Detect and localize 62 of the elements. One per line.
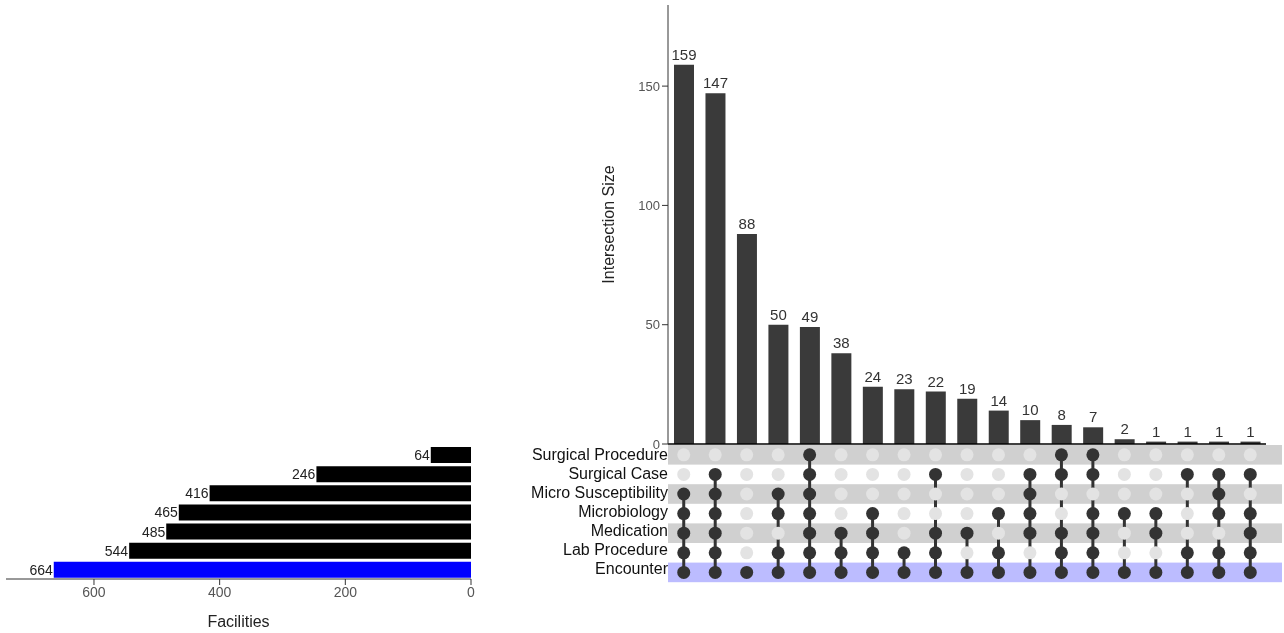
bar	[316, 466, 471, 483]
bar	[430, 447, 471, 463]
bar	[988, 410, 1009, 444]
y-tick-label: Lab Procedure	[563, 541, 669, 559]
data-label: 23	[895, 370, 913, 388]
y-tick-label: Medication	[590, 522, 668, 540]
bar	[862, 386, 883, 444]
data-label: 246	[292, 466, 316, 483]
x-tick-label: 0	[467, 583, 476, 600]
y-tick-label: Surgical Case	[568, 464, 669, 482]
bar	[957, 398, 978, 444]
x-tick-label: 600	[82, 583, 106, 600]
bar	[674, 64, 694, 444]
bar	[129, 542, 471, 559]
bar	[1051, 424, 1072, 444]
data-label: 19	[958, 379, 976, 397]
bar	[894, 389, 915, 444]
y-tick-label: Microbiology	[578, 503, 668, 520]
y-tick-label: 100	[638, 198, 660, 214]
data-label: 10	[1021, 401, 1039, 419]
data-label: 49	[801, 308, 819, 326]
bar	[768, 324, 789, 444]
bar	[178, 504, 471, 521]
data-label: 416	[185, 485, 209, 502]
data-label: 1	[1183, 422, 1192, 440]
data-label: 50	[770, 305, 787, 323]
data-label: 1	[1246, 422, 1255, 440]
bar	[209, 485, 471, 502]
data-label: 465	[154, 504, 179, 521]
data-label: 14	[990, 391, 1008, 409]
bar	[1083, 427, 1104, 444]
data-label: 664	[29, 561, 53, 578]
bar	[831, 353, 852, 444]
data-label: 7	[1088, 408, 1098, 426]
data-label: 485	[141, 523, 166, 540]
x-tick-label: 400	[207, 583, 232, 600]
bar	[166, 523, 471, 540]
data-label: 2	[1120, 420, 1129, 438]
bar	[925, 391, 946, 444]
data-label: 24	[864, 367, 882, 385]
bar	[799, 327, 820, 444]
x-tick-label: 200	[333, 583, 358, 600]
data-label: 147	[702, 74, 728, 92]
y-tick-label: Micro Susceptibility	[531, 483, 668, 501]
data-label: 1	[1151, 422, 1161, 440]
x-axis-title: Facilities	[207, 613, 270, 630]
data-label: 159	[671, 45, 697, 63]
data-label: 8	[1057, 405, 1066, 423]
y-tick-label: Encounter	[595, 560, 669, 578]
data-label: 544	[104, 542, 129, 559]
data-label: 22	[927, 372, 945, 390]
y-tick-label: 150	[638, 78, 660, 94]
data-label: 88	[738, 215, 756, 233]
bar	[53, 561, 471, 578]
data-label: 38	[833, 334, 850, 352]
data-label: 1	[1214, 422, 1224, 440]
bar	[736, 234, 757, 444]
data-label: 64	[414, 447, 430, 463]
bar	[1020, 420, 1041, 444]
y-axis-title: Intersection Size	[599, 165, 617, 284]
bar	[705, 93, 726, 444]
y-tick-label: 50	[645, 317, 660, 333]
